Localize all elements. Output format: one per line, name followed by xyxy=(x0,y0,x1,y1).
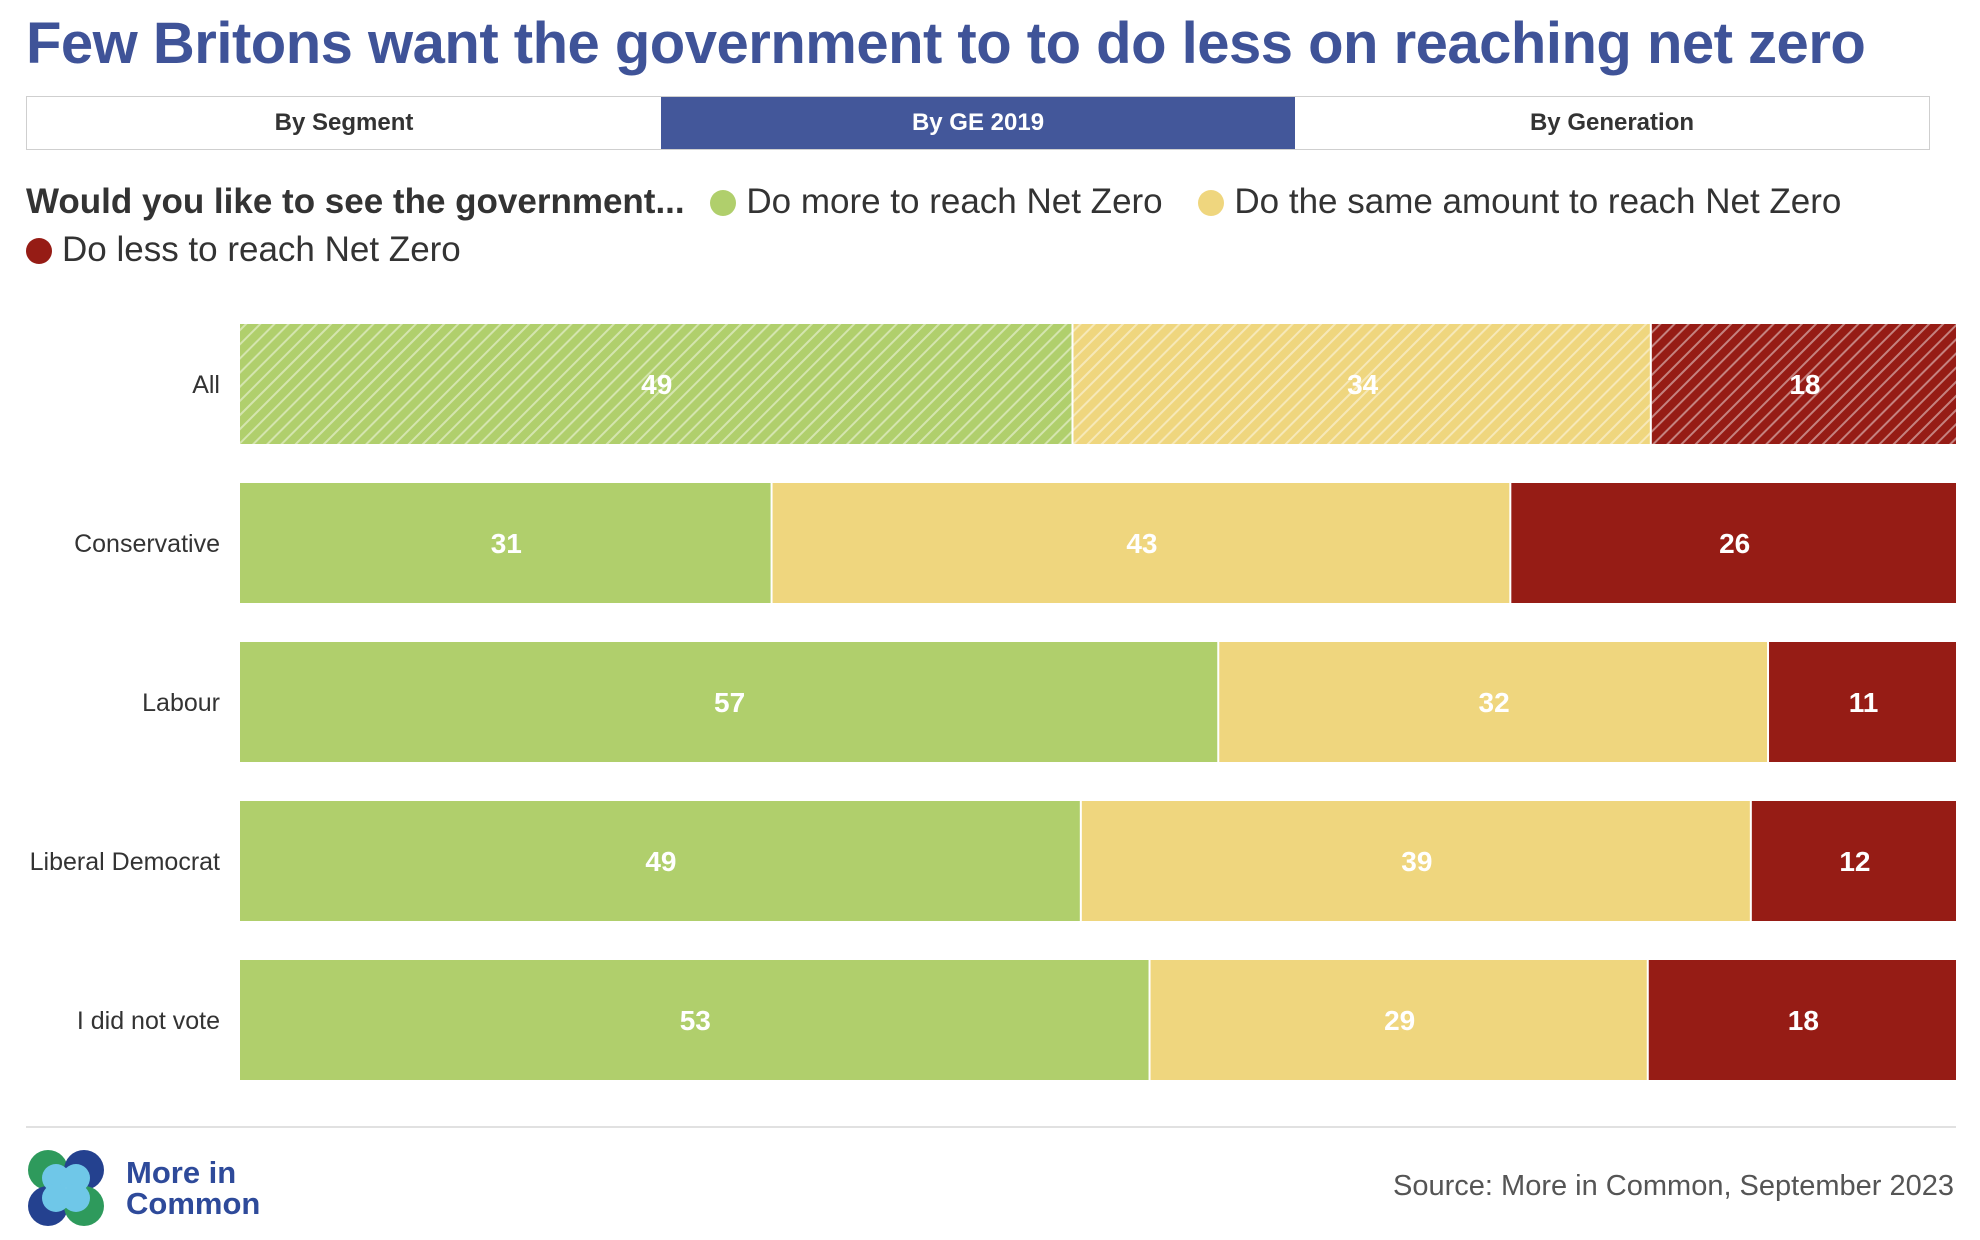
legend-label-less: Do less to reach Net Zero xyxy=(62,230,461,269)
legend-question: Would you like to see the government... xyxy=(26,182,685,221)
legend-label-more: Do more to reach Net Zero xyxy=(746,182,1163,221)
bar-segment[interactable] xyxy=(240,642,1218,762)
category-label: Labour xyxy=(142,689,220,717)
data-label: 49 xyxy=(641,369,672,400)
bar-segment[interactable] xyxy=(1511,483,1956,603)
chart-title: Few Britons want the government to to do… xyxy=(26,11,1866,76)
data-label: 32 xyxy=(1479,687,1510,718)
source-note: Source: More in Common, September 2023 xyxy=(1393,1170,1954,1202)
tab-by-segment[interactable]: By Segment xyxy=(27,97,661,149)
category-label: Conservative xyxy=(74,530,220,558)
data-label: 57 xyxy=(714,687,745,718)
footer-divider xyxy=(26,1126,1956,1128)
more-in-common-logo[interactable]: More in Common xyxy=(26,1148,260,1228)
data-label: 26 xyxy=(1719,528,1750,559)
data-label: 11 xyxy=(1849,687,1879,718)
data-label: 29 xyxy=(1384,1005,1415,1036)
chart-legend: Would you like to see the government... … xyxy=(26,178,1926,274)
bar-segment[interactable] xyxy=(1648,960,1956,1080)
tab-by-generation[interactable]: By Generation xyxy=(1295,97,1929,149)
legend-dot-icon xyxy=(26,238,52,264)
bar-segment[interactable] xyxy=(1769,642,1956,762)
logo-line-1: More in xyxy=(126,1155,237,1190)
logo-circles-icon xyxy=(28,1150,104,1226)
stacked-bar-chart: All 49 34 18 Conservative 31 43 26 Labour 57 32 11 L… xyxy=(30,324,1956,1080)
logo-line-2: Common xyxy=(126,1186,261,1221)
category-label: Liberal Democrat xyxy=(30,848,220,876)
bar-segment-hatch xyxy=(1651,324,1956,444)
data-label: 34 xyxy=(1347,369,1379,400)
bar-segment[interactable] xyxy=(1081,801,1750,921)
chart-plot-area: All 49 34 18 Conservative 31 43 26 Labour 57 32 11 L… xyxy=(30,324,1956,1080)
data-label: 18 xyxy=(1789,369,1820,400)
bar-segment[interactable] xyxy=(1219,642,1768,762)
bar-segment[interactable] xyxy=(1751,801,1956,921)
bar-segment[interactable] xyxy=(240,960,1149,1080)
tab-bar: By Segment By GE 2019 By Generation xyxy=(26,96,1930,150)
bar-segment-hatch xyxy=(1073,324,1650,444)
data-label: 18 xyxy=(1788,1005,1819,1036)
legend-item-same[interactable]: Do the same amount to reach Net Zero xyxy=(1198,178,1841,226)
data-label: 43 xyxy=(1126,528,1157,559)
bar-segment[interactable] xyxy=(240,801,1080,921)
data-label: 39 xyxy=(1401,846,1432,877)
logo-wordmark: More in Common xyxy=(126,1157,260,1219)
category-label: All xyxy=(192,371,220,399)
legend-item-more[interactable]: Do more to reach Net Zero xyxy=(710,178,1163,226)
legend-dot-icon xyxy=(1198,190,1225,216)
data-label: 49 xyxy=(645,846,676,877)
legend-label-same: Do the same amount to reach Net Zero xyxy=(1234,182,1842,221)
legend-item-less[interactable]: Do less to reach Net Zero xyxy=(26,226,461,274)
data-label: 53 xyxy=(680,1005,711,1036)
legend-dot-icon xyxy=(710,190,737,216)
bar-segment[interactable] xyxy=(772,483,1510,603)
category-label: I did not vote xyxy=(77,1007,220,1035)
data-label: 31 xyxy=(491,528,522,559)
tab-by-ge-2019[interactable]: By GE 2019 xyxy=(661,97,1295,149)
bar-segment[interactable] xyxy=(1150,960,1647,1080)
bar-segment-hatch xyxy=(240,324,1072,444)
bar-segment[interactable] xyxy=(240,483,771,603)
data-label: 12 xyxy=(1839,846,1870,877)
